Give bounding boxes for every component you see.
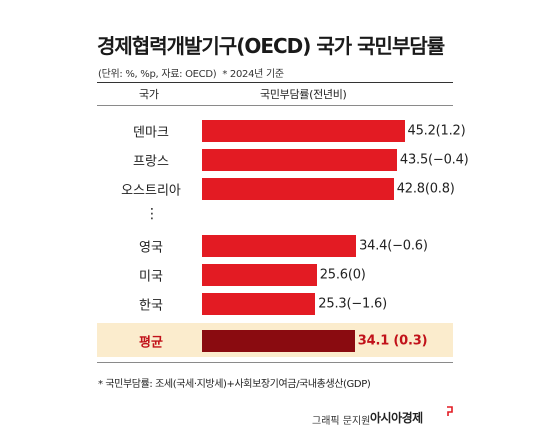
category-label: 평균 (139, 335, 163, 351)
data-label: 25.6(0) (319, 267, 366, 283)
chart-title: 경제협력개발기구(OECD) 국가 국민부담률 (97, 34, 445, 58)
graphic-credit: 그래픽 문지원 (312, 416, 371, 427)
omitted-rows-marker: ⋮ (145, 206, 159, 222)
bar (202, 235, 357, 257)
bar (202, 264, 317, 286)
category-label: 덴마크 (133, 125, 169, 141)
header-top-rule (97, 82, 453, 83)
column-header-value: 국민부담률(전년비) (260, 88, 347, 101)
bar (202, 149, 397, 171)
chart-subtitle: (단위: %, %p, 자료: OECD) * 2024년 기준 (98, 65, 284, 80)
data-label: 25.3(−1.6) (318, 296, 387, 312)
unit-source-note: (단위: %, %p, 자료: OECD) (98, 69, 217, 80)
publisher-logo-text: 아시아경제 (370, 411, 423, 425)
bar (202, 178, 394, 200)
bar (202, 293, 316, 315)
base-year-note: * 2024년 기준 (222, 69, 284, 80)
category-label: 오스트리아 (121, 183, 181, 199)
footnote: * 국민부담률: 조세(국세·지방세)+사회보장기여금/국내총생산(GDP) (98, 379, 371, 390)
data-label: 34.4(−0.6) (359, 238, 428, 254)
bar (202, 120, 405, 142)
chart-bottom-rule (97, 362, 453, 363)
data-label: 34.1 (0.3) (357, 333, 428, 349)
data-label: 43.5(−0.4) (399, 152, 469, 168)
data-label: 45.2(1.2) (407, 123, 466, 139)
header-bottom-rule (97, 105, 453, 106)
category-label: 미국 (139, 269, 163, 285)
category-label: 프랑스 (133, 154, 169, 170)
category-label: 한국 (139, 298, 163, 314)
column-header-country: 국가 (139, 88, 159, 101)
category-label: 영국 (139, 240, 163, 256)
average-bar (202, 330, 355, 352)
data-label: 42.8(0.8) (396, 181, 455, 197)
publisher-logo-mark-icon (447, 406, 453, 416)
